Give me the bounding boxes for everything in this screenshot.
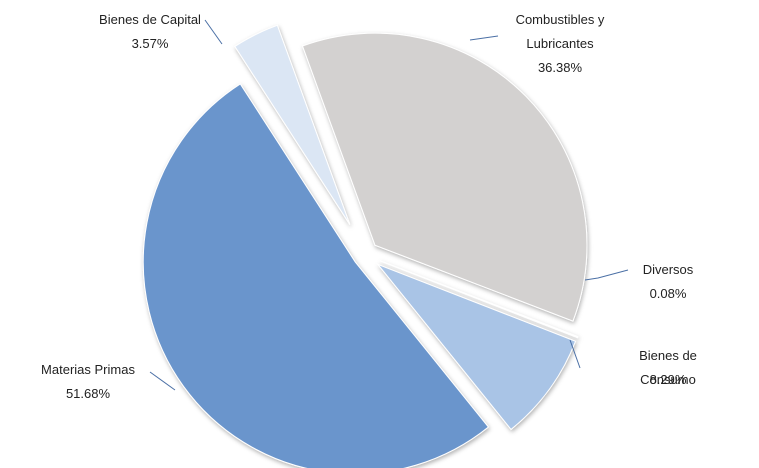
pie-slice (379, 260, 579, 339)
slice-label: Materias Primas (41, 362, 135, 377)
leader-line (469, 35, 499, 41)
leader-line (569, 339, 581, 369)
slice-value: 0.08% (649, 286, 687, 301)
slice-value: 8.29% (649, 372, 687, 387)
leader-line (149, 371, 176, 391)
slice-value: 3.57% (131, 36, 169, 51)
pie-slice (301, 32, 588, 322)
slice-value: 51.68% (65, 386, 111, 401)
pie-slice (142, 83, 490, 468)
slice-label: Combustibles y Lubricantes (515, 12, 605, 51)
slice-label: Diversos (642, 262, 694, 277)
leader-line (584, 269, 629, 281)
pie-slice (234, 24, 351, 225)
leader-line (204, 19, 223, 45)
slice-label: Bienes de Consumo (639, 348, 697, 387)
slice-label: Bienes de Capital (99, 12, 201, 27)
pie-slice (376, 263, 577, 431)
slice-value: 36.38% (537, 60, 583, 75)
